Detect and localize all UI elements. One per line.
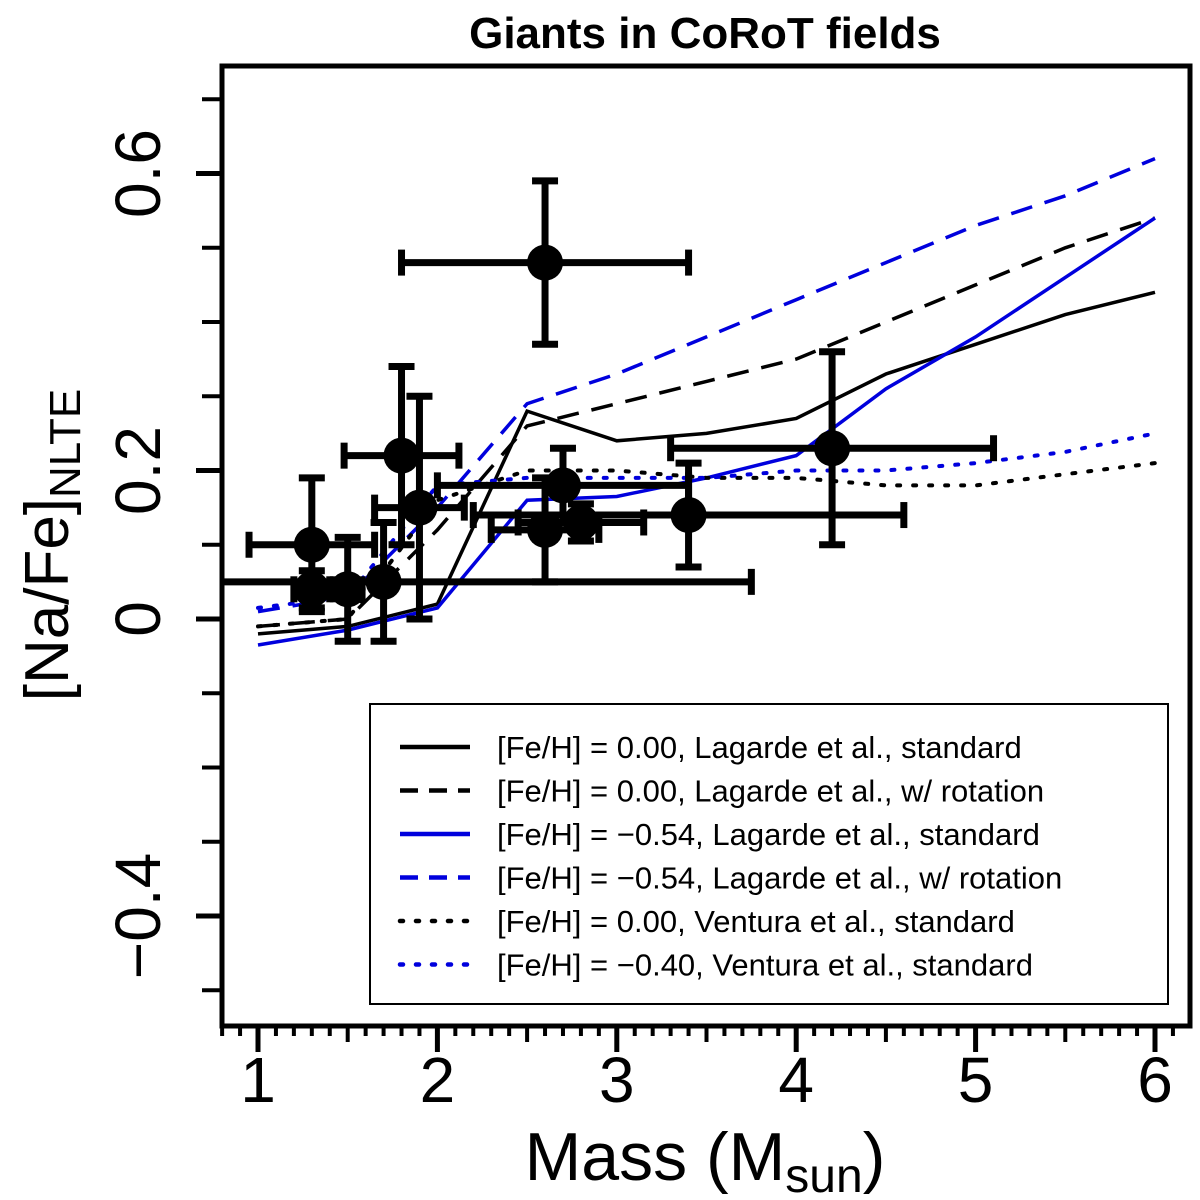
data-point-2: [340, 363, 463, 549]
legend-entries: [Fe/H] = 0.00, Lagarde et al., standard […: [397, 730, 1062, 983]
legend-label-2: [Fe/H] = 0.00, Lagarde et al., w/ rotati…: [497, 774, 1044, 809]
data-point-4: [290, 567, 334, 612]
series-line-6: [256, 431, 1157, 610]
x-axis-label-close: ): [863, 1119, 886, 1195]
series-line-1: [257, 290, 1156, 636]
legend-label-3: [Fe/H] = −0.54, Lagarde et al., standard: [497, 817, 1040, 852]
legend-label-1: [Fe/H] = 0.00, Lagarde et al., standard: [497, 730, 1022, 765]
legend: [Fe/H] = 0.00, Lagarde et al., standard […: [369, 703, 1169, 1005]
x-axis-label-main: Mass (M: [525, 1119, 786, 1195]
x-axis-label-subscript: sun: [785, 1150, 862, 1200]
series-line-5: [256, 461, 1157, 629]
data-points: [222, 177, 998, 645]
point-marker: [544, 467, 581, 504]
point-marker: [293, 526, 330, 563]
point-marker: [293, 571, 330, 608]
legend-label-4: [Fe/H] = −0.54, Lagarde et al., w/ rotat…: [497, 861, 1062, 896]
x-axis-label: Mass (Msun): [525, 1119, 886, 1200]
x-tick-label: 6: [1137, 1044, 1173, 1116]
y-tick-label: 0.2: [102, 426, 174, 515]
y-tick-label: −0.4: [102, 853, 174, 979]
point-marker: [365, 563, 402, 600]
series-line-2: [257, 216, 1156, 629]
y-tick-label: 0.6: [102, 129, 174, 218]
data-point-1: [398, 177, 693, 348]
point-marker: [562, 504, 599, 541]
point-marker: [383, 437, 420, 474]
y-axis-label: [Na/Fe]NLTE: [13, 389, 90, 702]
model-curves: [256, 156, 1157, 647]
point-marker: [814, 430, 851, 467]
y-axis-label-subscript: NLTE: [41, 389, 90, 498]
data-point-12: [667, 348, 998, 549]
x-tick-label: 5: [958, 1044, 994, 1116]
data-point-7: [371, 392, 468, 623]
point-marker: [527, 244, 564, 281]
data-point-3: [245, 474, 379, 616]
x-tick-label: 3: [599, 1044, 635, 1116]
x-tick-label: 4: [778, 1044, 814, 1116]
point-marker: [401, 489, 438, 526]
y-axis: −0.4 0 0.2 0.6: [102, 97, 222, 993]
point-marker: [670, 497, 707, 534]
y-tick-label: 0: [102, 601, 174, 637]
legend-box: [369, 703, 1169, 1005]
x-axis: 1 2 3 4 5 6: [220, 1026, 1175, 1116]
data-point-6: [222, 518, 755, 645]
legend-label-6: [Fe/H] = −0.40, Ventura et al., standard: [497, 948, 1033, 983]
point-marker: [329, 571, 366, 608]
x-tick-label: 1: [240, 1044, 276, 1116]
chart-title: Giants in CoRoT fields: [469, 9, 941, 58]
x-tick-label: 2: [420, 1044, 456, 1116]
legend-label-5: [Fe/H] = 0.00, Ventura et al., standard: [497, 904, 1015, 939]
y-axis-label-main: [Na/Fe]: [13, 498, 82, 701]
